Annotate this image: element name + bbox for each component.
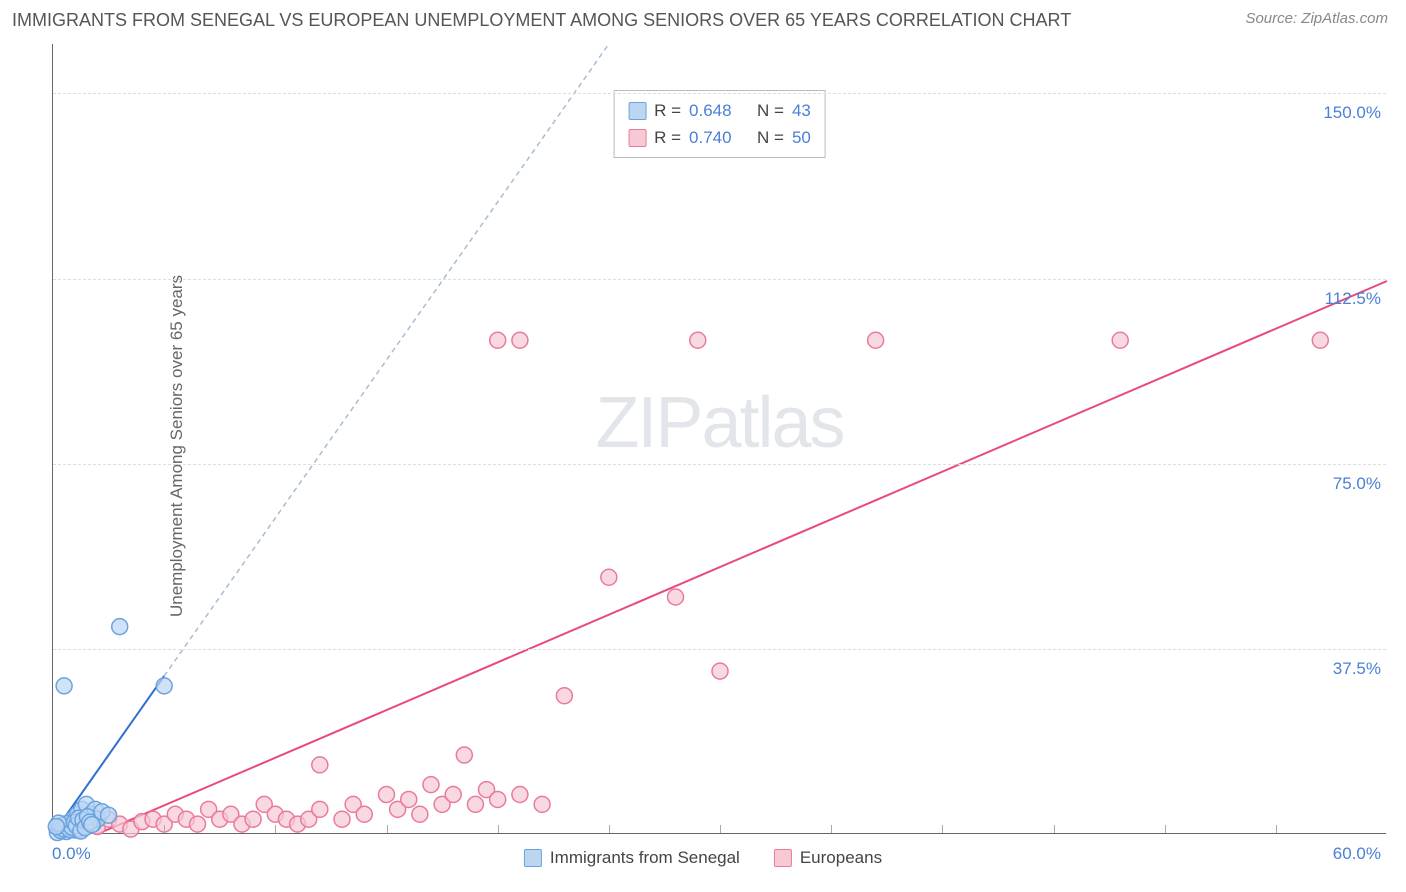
gridline-h <box>53 93 1386 94</box>
swatch-blue-icon <box>628 102 646 120</box>
x-tick <box>720 825 721 833</box>
stats-n-label: N = <box>757 124 784 151</box>
x-max-label: 60.0% <box>1333 844 1381 864</box>
legend-item-2: Europeans <box>774 848 882 868</box>
legend-label-1: Immigrants from Senegal <box>550 848 740 868</box>
stats-row-pink: R = 0.740 N = 50 <box>628 124 811 151</box>
stats-r2-value: 0.740 <box>689 124 732 151</box>
stats-n1-value: 43 <box>792 97 811 124</box>
x-tick <box>942 825 943 833</box>
legend-label-2: Europeans <box>800 848 882 868</box>
x-tick <box>831 825 832 833</box>
stats-r1-value: 0.648 <box>689 97 732 124</box>
x-origin-label: 0.0% <box>52 844 91 864</box>
y-tick-label: 75.0% <box>1333 474 1391 494</box>
x-tick <box>498 825 499 833</box>
scatter-svg <box>53 44 1386 833</box>
gridline-h <box>53 279 1386 280</box>
y-tick-label: 150.0% <box>1323 103 1391 123</box>
stats-legend-box: R = 0.648 N = 43 R = 0.740 N = 50 <box>613 90 826 158</box>
y-tick-label: 37.5% <box>1333 659 1391 679</box>
plot-area: ZIPatlas R = 0.648 N = 43 R = 0.740 N = … <box>52 44 1386 834</box>
x-tick <box>1054 825 1055 833</box>
chart-title: IMMIGRANTS FROM SENEGAL VS EUROPEAN UNEM… <box>12 10 1071 31</box>
gridline-h <box>53 464 1386 465</box>
x-tick <box>1165 825 1166 833</box>
stats-n-label: N = <box>757 97 784 124</box>
x-tick <box>275 825 276 833</box>
x-tick <box>387 825 388 833</box>
legend-swatch-blue-icon <box>524 849 542 867</box>
gridline-h <box>53 649 1386 650</box>
x-tick <box>609 825 610 833</box>
legend-swatch-pink-icon <box>774 849 792 867</box>
stats-r-label: R = <box>654 97 681 124</box>
source-attribution: Source: ZipAtlas.com <box>1245 10 1388 27</box>
stats-n2-value: 50 <box>792 124 811 151</box>
bottom-legend: Immigrants from Senegal Europeans <box>524 848 882 868</box>
stats-r-label: R = <box>654 124 681 151</box>
y-tick-label: 112.5% <box>1325 289 1391 309</box>
x-tick <box>1276 825 1277 833</box>
x-tick <box>164 825 165 833</box>
swatch-pink-icon <box>628 129 646 147</box>
stats-row-blue: R = 0.648 N = 43 <box>628 97 811 124</box>
legend-item-1: Immigrants from Senegal <box>524 848 740 868</box>
